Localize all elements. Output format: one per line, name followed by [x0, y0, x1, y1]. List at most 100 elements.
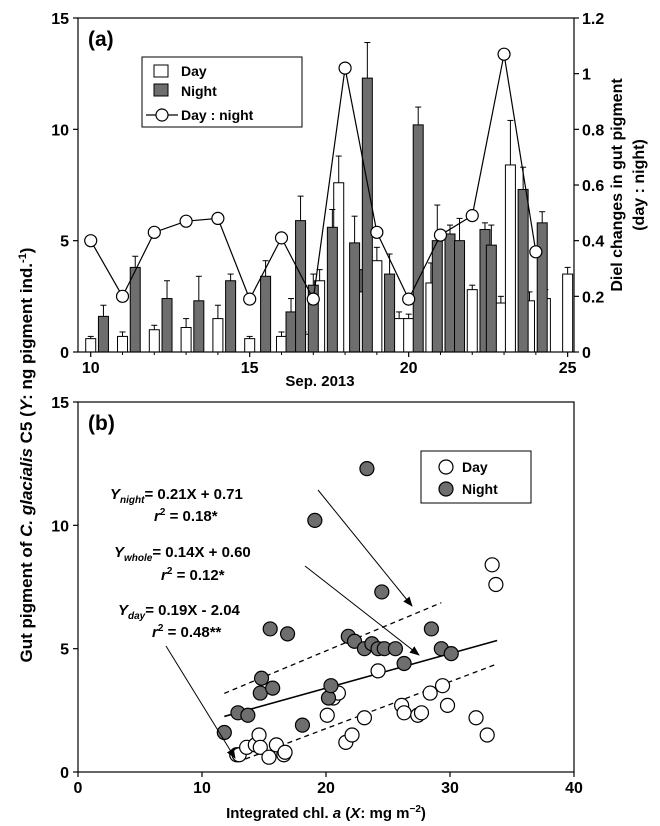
night-bar — [193, 300, 205, 353]
a-left-tick-label: 10 — [51, 122, 69, 139]
equation-night: Ynight= 0.21X + 0.71 r2 = 0.18* — [110, 486, 243, 525]
a-x-tick-label: 10 — [82, 360, 100, 377]
b-y-tick-label: 5 — [60, 642, 69, 659]
b-x-tick-label: 10 — [193, 780, 211, 797]
panel-a-x-title: Sep. 2013 — [285, 373, 354, 390]
legend-b-day-label: Day — [462, 459, 488, 475]
day-point — [468, 710, 484, 726]
panel-b-legend: Day Night — [420, 450, 532, 504]
a-x-tick-label: 20 — [400, 360, 418, 377]
ratio-point — [370, 225, 384, 239]
night-bar — [161, 298, 173, 353]
a-x-tick-label: 15 — [241, 360, 259, 377]
a-left-tick-label: 15 — [51, 11, 69, 28]
ratio-point — [338, 61, 352, 75]
a-right-tick-label: 0.6 — [582, 178, 604, 195]
svg-text:Ynight= 0.21X + 0.71: Ynight= 0.21X + 0.71 — [110, 486, 243, 506]
day-point — [479, 727, 495, 743]
day-point — [261, 749, 277, 765]
svg-text:Yday= 0.19X - 2.04: Yday= 0.19X - 2.04 — [118, 602, 241, 622]
a-right-tick-label: 1 — [582, 67, 591, 84]
panel-b-points — [216, 461, 504, 765]
day-point — [319, 707, 335, 723]
night-bar — [361, 77, 373, 353]
night-bar — [412, 124, 424, 353]
b-y-tick-label: 0 — [60, 765, 69, 782]
night-point — [294, 717, 311, 733]
arrow-day — [165, 645, 236, 759]
a-left-tick-label: 0 — [60, 345, 69, 362]
night-bar — [326, 226, 338, 353]
day-bar — [212, 318, 224, 353]
a-left-tick-label: 5 — [60, 234, 69, 251]
ratio-point — [402, 292, 416, 306]
ratio-point — [179, 214, 193, 228]
night-point — [323, 678, 339, 694]
panel-b: 0 5 10 15 0 10 20 30 40 (b) Integrated chl. a (X… — [51, 395, 583, 822]
panel-b-label: (b) — [88, 412, 115, 435]
legend-b-day-marker — [438, 459, 454, 475]
b-y-tick-label: 10 — [51, 518, 69, 535]
right-axis-label-line2: (day : night) — [631, 139, 648, 231]
panel-a-right-axis-label: Diel changes in gut pigment (day : night… — [609, 78, 648, 292]
a-right-tick-label: 1.2 — [582, 11, 604, 28]
night-point — [262, 621, 278, 637]
day-point — [413, 705, 430, 721]
day-bar — [85, 338, 97, 353]
legend-b-night-label: Night — [462, 481, 498, 497]
night-bar — [129, 266, 141, 353]
ratio-point — [274, 231, 289, 245]
ratio-point — [497, 47, 511, 61]
night-bar — [285, 311, 297, 353]
ratio-point — [115, 289, 130, 303]
ratio-point — [529, 245, 543, 259]
a-right-tick-label: 0.4 — [582, 234, 604, 251]
day-bar — [562, 273, 574, 353]
ratio-point — [306, 292, 320, 306]
day-bar — [117, 335, 129, 353]
night-point — [216, 724, 232, 741]
a-x-tick-label: 25 — [559, 360, 577, 377]
night-bar — [97, 315, 109, 353]
day-bar — [244, 338, 256, 353]
ratio-point — [465, 209, 479, 223]
day-point — [370, 663, 386, 679]
ratio-point — [433, 228, 448, 242]
night-point — [279, 626, 296, 642]
a-right-tick-label: 0 — [582, 345, 591, 362]
panel-b-axes: 0 5 10 15 0 10 20 30 40 — [51, 395, 583, 797]
legend-ratio-marker — [155, 108, 169, 122]
night-point — [374, 584, 390, 600]
svg-text:r2 = 0.12*: r2 = 0.12* — [161, 566, 225, 584]
day-bar — [495, 302, 507, 353]
ratio-point — [147, 225, 161, 239]
day-bar — [371, 260, 383, 353]
panel-a-bars — [85, 41, 574, 353]
day-bar — [393, 318, 405, 353]
night-bar — [225, 280, 237, 353]
night-point — [443, 645, 459, 662]
legend-b-night-marker — [438, 481, 454, 497]
arrow-whole — [304, 565, 420, 656]
night-point — [320, 690, 337, 706]
ratio-point — [243, 292, 257, 306]
panel-a-legend: Day Night Day : night — [141, 56, 303, 128]
night-bar — [517, 188, 529, 353]
panel-a-axes: 0 5 10 15 0 0.2 0.4 0.6 0.8 1 1.2 10 15 20 25 — [51, 11, 604, 377]
right-axis-label-line1: Diel changes in gut pigment — [609, 78, 626, 292]
panel-a: 0 5 10 15 0 0.2 0.4 0.6 0.8 1 1.2 10 15 20 25 (a) Sep.… — [51, 11, 648, 390]
night-point — [359, 461, 375, 477]
night-point — [265, 680, 281, 696]
night-point — [396, 655, 412, 672]
day-bar — [275, 335, 287, 353]
legend-night-label: Night — [181, 83, 217, 99]
night-bar — [444, 233, 456, 353]
day-bar — [504, 164, 516, 353]
day-point — [396, 705, 412, 721]
night-bar — [260, 275, 272, 353]
day-point — [252, 739, 268, 755]
day-bar — [148, 329, 160, 353]
arrow-night — [317, 489, 413, 607]
a-right-tick-label: 0.8 — [582, 122, 604, 139]
a-right-tick-label: 0.2 — [582, 289, 604, 306]
